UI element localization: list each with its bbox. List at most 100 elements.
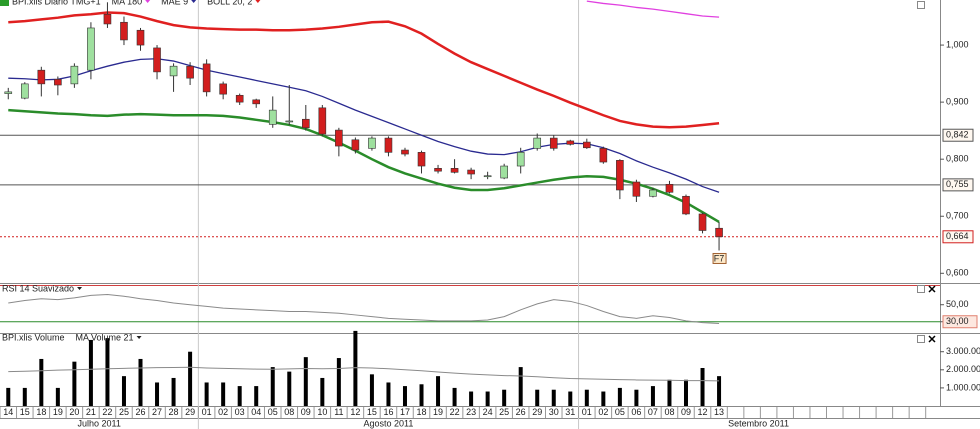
volume-bar xyxy=(717,376,722,406)
volume-bar xyxy=(369,374,374,406)
candle-body xyxy=(682,195,690,215)
candle-body xyxy=(533,137,542,149)
x-tick-label: 06 xyxy=(631,407,641,417)
candle-body xyxy=(103,13,112,25)
x-tick-label: 28 xyxy=(169,407,179,417)
candle-body xyxy=(599,148,608,163)
annotation: F7 xyxy=(714,253,725,263)
y-tick-label: 50,00 xyxy=(946,299,969,309)
candle-body xyxy=(583,141,591,149)
x-tick-label: 30 xyxy=(549,407,559,417)
volume-bar xyxy=(204,382,209,406)
candle-body xyxy=(268,109,277,125)
y-tick-label: 1.000.000 xyxy=(946,382,980,392)
candle-body xyxy=(665,183,674,193)
x-tick-label: 20 xyxy=(69,407,79,417)
volume-bar xyxy=(584,389,589,406)
candle-body xyxy=(335,129,343,147)
volume-bar xyxy=(535,389,540,406)
y-tick-label: 3.000.000 xyxy=(946,346,980,356)
volume-bar xyxy=(452,387,457,406)
y-tick-label: 30,00 xyxy=(946,316,969,326)
volume-bar xyxy=(386,382,391,406)
volume-bar xyxy=(254,386,259,406)
legend-entry: RSI 14 Suavizado xyxy=(2,283,74,293)
volume-bar xyxy=(237,386,242,406)
dropdown-arrow xyxy=(145,0,151,3)
candle-body xyxy=(4,91,13,94)
y-tick-label: 1,000 xyxy=(946,39,969,49)
volume-bar xyxy=(6,387,11,406)
x-tick-label: 08 xyxy=(664,407,674,417)
candle-body xyxy=(37,69,46,85)
x-tick-label: 13 xyxy=(714,407,724,417)
volume-bar xyxy=(287,371,292,406)
volume-bar xyxy=(617,387,622,406)
volume-bar xyxy=(419,384,424,406)
legend-entry: BPI.xlis Diario TMG+1 xyxy=(12,0,101,6)
candle-body xyxy=(698,213,707,231)
month-label: Julho 2011 xyxy=(77,418,120,428)
candle-body xyxy=(401,149,409,155)
volume-bar xyxy=(22,387,27,406)
candle-body xyxy=(467,169,475,175)
level-label-box xyxy=(942,128,974,142)
volume-bar xyxy=(700,368,705,406)
candle-body xyxy=(351,139,360,151)
level-label-box xyxy=(942,230,974,244)
symbol-icon xyxy=(0,0,9,6)
bollinger-lower xyxy=(8,108,720,224)
volume-bar xyxy=(105,338,110,406)
volume-bar xyxy=(188,351,193,406)
x-tick-label: 17 xyxy=(400,407,410,417)
x-tick-label: 04 xyxy=(251,407,261,417)
volume-bar xyxy=(667,379,672,406)
close-icon[interactable] xyxy=(928,335,936,343)
volume-bar xyxy=(39,358,44,406)
maximize-icon[interactable] xyxy=(917,335,925,343)
volume-bar xyxy=(303,357,308,406)
x-tick-label: 09 xyxy=(681,407,691,417)
y-tick-label: 2.000.000 xyxy=(946,364,980,374)
volume-bar xyxy=(138,358,143,406)
volume-bar xyxy=(518,367,523,406)
volume-bar xyxy=(402,386,407,406)
volume-bar xyxy=(221,382,226,406)
volume-bar xyxy=(155,382,160,406)
candle-body xyxy=(417,152,426,167)
level-label: 0,664 xyxy=(946,231,969,241)
y-tick-label: 0,600 xyxy=(946,268,969,278)
volume-bar xyxy=(683,379,688,406)
candle-body xyxy=(500,165,508,179)
x-tick-label: 16 xyxy=(383,407,393,417)
x-tick-label: 12 xyxy=(698,407,708,417)
x-tick-label: 24 xyxy=(483,407,493,417)
candle-body xyxy=(70,65,79,85)
level-label-box xyxy=(942,178,974,192)
x-tick-label: 14 xyxy=(3,407,13,417)
x-tick-label: 18 xyxy=(417,407,427,417)
moving-average xyxy=(8,58,720,193)
dropdown-arrow xyxy=(136,336,142,339)
candle-body xyxy=(566,140,575,145)
month-label: Setembro 2011 xyxy=(728,418,789,428)
volume-bar xyxy=(336,358,341,406)
maximize-icon[interactable] xyxy=(917,1,925,9)
candle-body xyxy=(54,79,62,86)
volume-bar xyxy=(469,391,474,406)
close-icon[interactable] xyxy=(928,285,936,293)
candle-body xyxy=(219,83,227,95)
volume-bar xyxy=(72,361,77,406)
maximize-icon[interactable] xyxy=(917,285,925,293)
volume-bar xyxy=(502,389,507,406)
candle-body xyxy=(516,152,525,167)
candle-body xyxy=(632,181,641,197)
x-tick-label: 15 xyxy=(20,407,30,417)
x-tick-label: 08 xyxy=(284,407,294,417)
x-tick-label: 02 xyxy=(598,407,608,417)
dropdown-arrow xyxy=(77,287,83,290)
x-tick-label: 19 xyxy=(53,407,63,417)
candle-body xyxy=(87,27,95,71)
x-tick-label: 22 xyxy=(102,407,112,417)
